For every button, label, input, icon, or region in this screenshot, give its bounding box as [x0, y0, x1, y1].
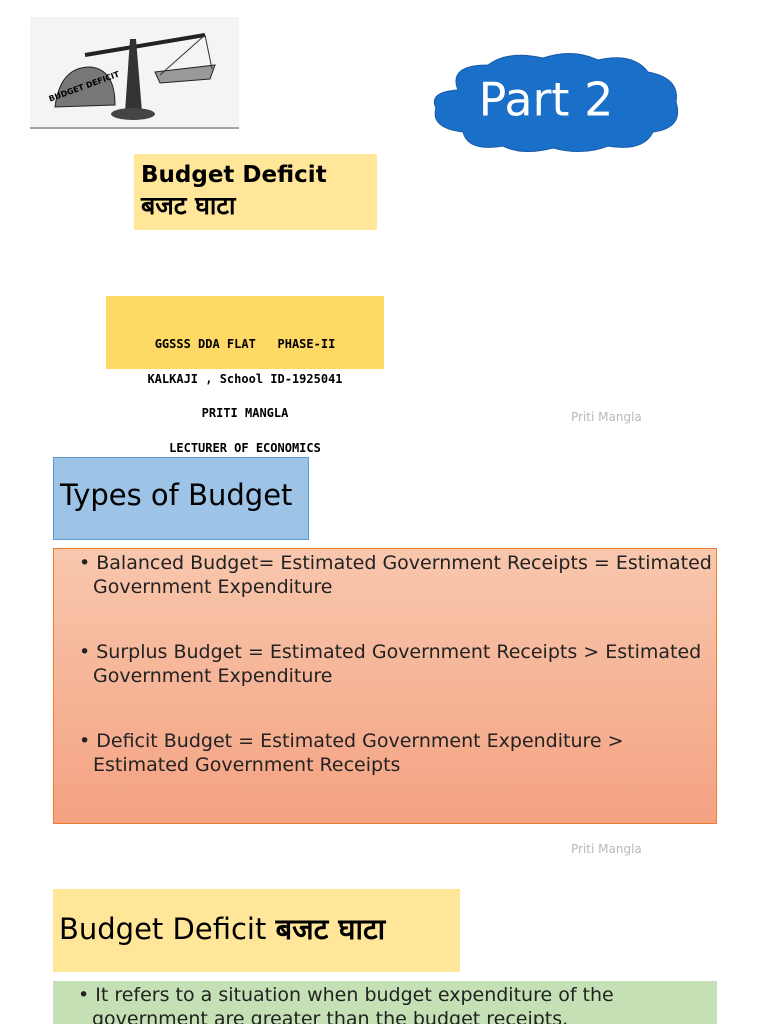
- bullet: Balanced Budget= Estimated Government Re…: [73, 551, 713, 599]
- illustration: BUDGET DEFICIT: [30, 17, 239, 129]
- beam: [84, 33, 206, 57]
- footer: Priti Mangla: [571, 842, 642, 856]
- title: Budget Deficit: [141, 162, 327, 188]
- school-line: GGSSS DDA FLAT PHASE-II: [154, 337, 336, 351]
- section-title: Types of Budget: [53, 457, 309, 540]
- string: [204, 34, 213, 70]
- school-line: LECTURER OF ECONOMICS: [169, 440, 321, 455]
- school-box: GGSSS DDA FLAT PHASE-II KALKAJI , School…: [106, 296, 384, 453]
- title: Budget Deficit: [59, 912, 267, 946]
- school-line: KALKAJI , School ID-1925041: [147, 371, 343, 386]
- title-hindi: बजट घाटा: [141, 191, 236, 220]
- section-title: Budget Deficit बजट घाटा: [53, 889, 460, 972]
- title-hindi: बजट घाटा: [275, 912, 386, 946]
- string: [159, 34, 206, 76]
- title-box: Budget Deficit बजट घाटा: [134, 154, 377, 230]
- cloud: Part 2: [433, 53, 679, 152]
- school-line: PRITI MANGLA: [201, 406, 289, 420]
- bullet-box: Balanced Budget= Estimated Government Re…: [53, 548, 717, 824]
- bullet: Surplus Budget = Estimated Government Re…: [73, 640, 713, 688]
- bag: [54, 66, 116, 108]
- cloud-shape: [433, 53, 679, 152]
- badge-text: Part 2: [479, 73, 614, 127]
- pan: [154, 64, 216, 84]
- post: [125, 39, 142, 112]
- bullet: It refers to a situation when budget exp…: [72, 983, 712, 1024]
- base: [111, 108, 155, 120]
- bullet-box: It refers to a situation when budget exp…: [53, 981, 717, 1024]
- footer: Priti Mangla: [571, 410, 642, 424]
- bullet: Deficit Budget = Estimated Government Ex…: [73, 729, 713, 777]
